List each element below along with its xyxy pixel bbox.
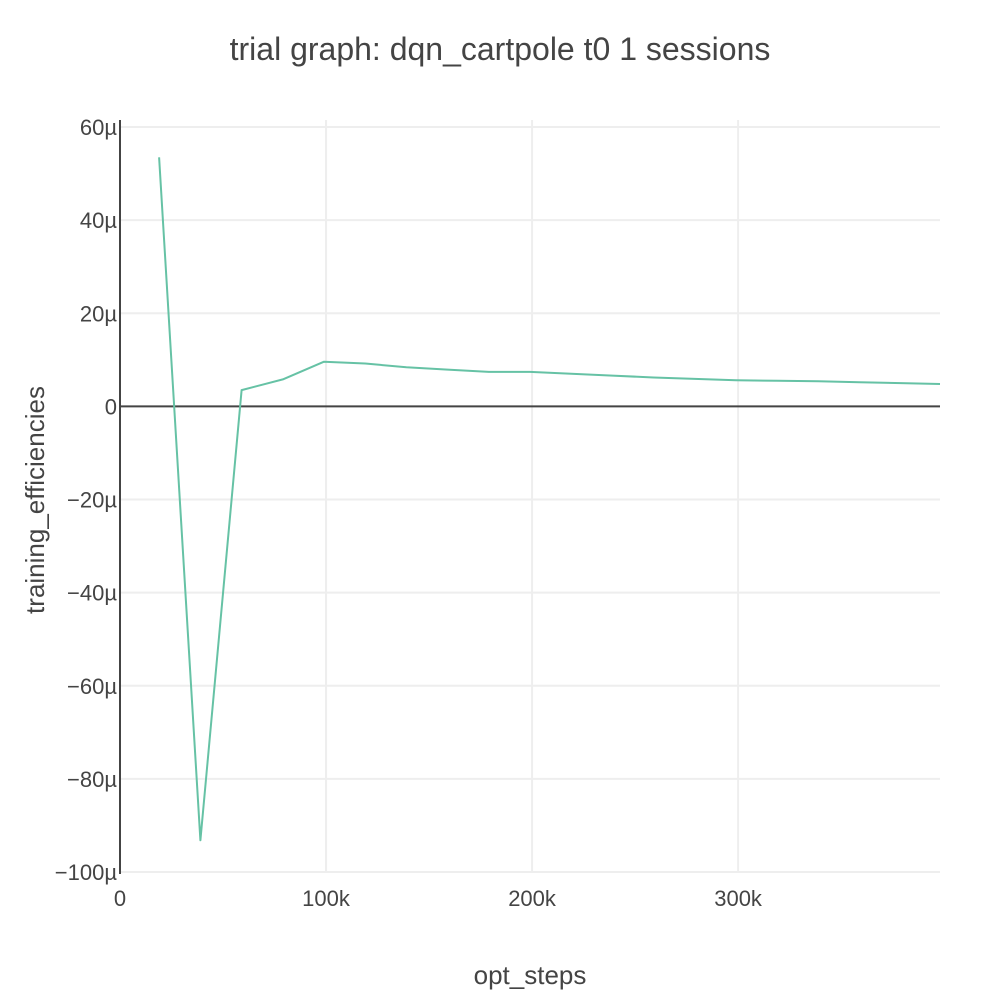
y-tick-label: −60µ [67, 674, 117, 699]
y-tick-labels: 60µ 40µ 20µ 0 −20µ −40µ −60µ −80µ −100µ [55, 115, 118, 885]
grid-lines [120, 120, 940, 873]
y-tick-label: 20µ [80, 301, 117, 326]
y-tick-label: −40µ [67, 581, 117, 606]
series-line [158, 157, 941, 842]
y-tick-label: −20µ [67, 488, 117, 513]
y-tick-label: 40µ [80, 208, 117, 233]
series-layer [158, 157, 941, 842]
y-tick-label: 60µ [80, 115, 117, 140]
x-axis-title: opt_steps [474, 960, 587, 990]
y-tick-label: −80µ [67, 767, 117, 792]
chart-title: trial graph: dqn_cartpole t0 1 sessions [230, 31, 771, 67]
x-tick-label: 0 [114, 886, 126, 911]
y-tick-label: 0 [105, 394, 117, 419]
x-tick-label: 200k [508, 886, 557, 911]
y-tick-label: −100µ [55, 860, 118, 885]
x-tick-label: 300k [714, 886, 763, 911]
y-axis-title: training_efficiencies [20, 386, 50, 614]
x-tick-label: 100k [302, 886, 351, 911]
x-tick-labels: 0 100k 200k 300k [114, 886, 763, 911]
